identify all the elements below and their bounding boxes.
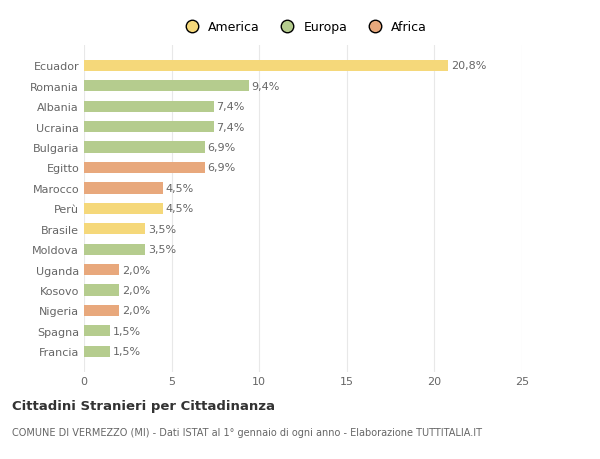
Text: 9,4%: 9,4% [251,82,280,92]
Bar [84,244,145,255]
Bar [84,183,163,194]
Text: 7,4%: 7,4% [216,123,245,132]
Text: 20,8%: 20,8% [451,62,487,71]
Text: 3,5%: 3,5% [148,224,176,234]
Text: 2,0%: 2,0% [122,306,150,316]
Bar [84,203,163,214]
Text: 4,5%: 4,5% [166,204,194,214]
Text: 1,5%: 1,5% [113,347,141,356]
Bar [84,346,110,357]
Bar [84,142,205,153]
Text: 7,4%: 7,4% [216,102,245,112]
Text: 6,9%: 6,9% [208,163,236,173]
Bar [84,162,205,174]
Bar [84,264,119,275]
Text: Cittadini Stranieri per Cittadinanza: Cittadini Stranieri per Cittadinanza [12,399,275,412]
Bar [84,285,119,296]
Bar [84,61,448,72]
Bar [84,325,110,336]
Legend: America, Europa, Africa: America, Europa, Africa [174,16,432,39]
Text: 4,5%: 4,5% [166,184,194,194]
Bar [84,81,248,92]
Text: 2,0%: 2,0% [122,265,150,275]
Bar [84,122,214,133]
Text: COMUNE DI VERMEZZO (MI) - Dati ISTAT al 1° gennaio di ogni anno - Elaborazione T: COMUNE DI VERMEZZO (MI) - Dati ISTAT al … [12,427,482,437]
Text: 6,9%: 6,9% [208,143,236,153]
Text: 2,0%: 2,0% [122,285,150,295]
Bar [84,305,119,316]
Bar [84,224,145,235]
Bar [84,101,214,112]
Text: 1,5%: 1,5% [113,326,141,336]
Text: 3,5%: 3,5% [148,245,176,255]
